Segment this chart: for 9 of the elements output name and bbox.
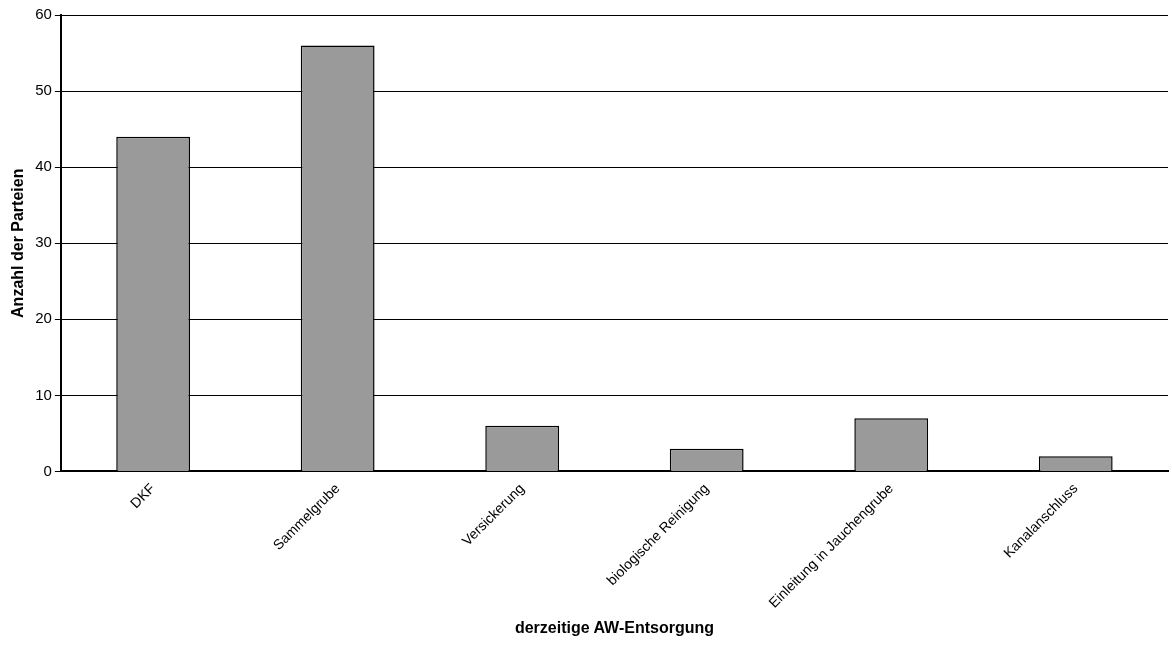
y-tick-label: 10 (35, 385, 52, 403)
y-tick-label: 60 (35, 5, 52, 23)
y-tick-label: 30 (35, 233, 52, 251)
y-tick-label: 40 (35, 157, 52, 175)
y-axis-title: Anzahl der Parteien (9, 168, 27, 318)
y-tick-label: 20 (35, 309, 52, 327)
y-tick-label: 50 (35, 81, 52, 99)
x-axis-title: derzeitige AW-Entsorgung (514, 618, 714, 636)
y-tick-label: 0 (43, 461, 52, 479)
